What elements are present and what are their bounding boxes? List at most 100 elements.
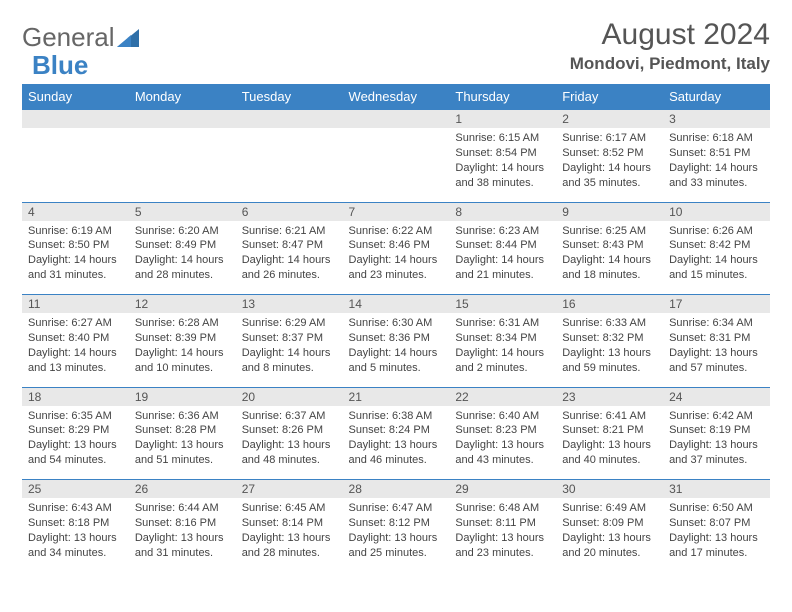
sunset-line: Sunset: 8:47 PM [242,238,337,253]
sunset-line: Sunset: 8:43 PM [562,238,657,253]
logo-triangle-icon [117,29,139,47]
sunset-line: Sunset: 8:40 PM [28,331,123,346]
weekday-header: Monday [129,84,236,110]
day-content-cell: Sunrise: 6:49 AMSunset: 8:09 PMDaylight:… [556,498,663,572]
daylight-line: Daylight: 14 hours and 2 minutes. [455,346,550,376]
sunset-line: Sunset: 8:31 PM [669,331,764,346]
day-content-row: Sunrise: 6:35 AMSunset: 8:29 PM Daylight:… [22,406,770,480]
day-content-cell: Sunrise: 6:20 AMSunset: 8:49 PMDaylight:… [129,221,236,295]
daylight-line: Daylight: 14 hours and 15 minutes. [669,253,764,283]
day-content-cell [236,128,343,202]
daylight-line: Daylight: 14 hours and 21 minutes. [455,253,550,283]
day-content-cell: Sunrise: 6:23 AMSunset: 8:44 PMDaylight:… [449,221,556,295]
day-number-cell [22,110,129,129]
day-content-cell: Sunrise: 6:18 AMSunset: 8:51 PMDaylight:… [663,128,770,202]
sunrise-line: Sunrise: 6:31 AM [455,316,550,331]
sunrise-line: Sunrise: 6:37 AM [242,409,337,424]
day-number-row: 25262728293031 [22,480,770,499]
daylight-line: Daylight: 14 hours and 35 minutes. [562,161,657,191]
sunset-line: Sunset: 8:29 PM [28,423,123,438]
day-number-cell: 30 [556,480,663,499]
day-content-cell [129,128,236,202]
day-number-cell: 7 [343,202,450,221]
day-number-cell: 9 [556,202,663,221]
sunrise-line: Sunrise: 6:34 AM [669,316,764,331]
day-content-cell: Sunrise: 6:37 AMSunset: 8:26 PMDaylight:… [236,406,343,480]
daylight-line: Daylight: 13 hours and 23 minutes. [455,531,550,561]
day-content-cell: Sunrise: 6:30 AMSunset: 8:36 PMDaylight:… [343,313,450,387]
day-content-cell [343,128,450,202]
day-number-cell: 6 [236,202,343,221]
header: General August 2024 Mondovi, Piedmont, I… [22,18,770,74]
calendar-table: SundayMondayTuesdayWednesdayThursdayFrid… [22,84,770,572]
day-number-cell: 19 [129,387,236,406]
daylight-line: Daylight: 13 hours and 46 minutes. [349,438,444,468]
day-content-cell: Sunrise: 6:17 AMSunset: 8:52 PMDaylight:… [556,128,663,202]
day-number-cell: 28 [343,480,450,499]
day-content-cell: Sunrise: 6:19 AMSunset: 8:50 PMDaylight:… [22,221,129,295]
sunrise-line: Sunrise: 6:50 AM [669,501,764,516]
daylight-line: Daylight: 14 hours and 31 minutes. [28,253,123,283]
day-content-cell: Sunrise: 6:45 AMSunset: 8:14 PMDaylight:… [236,498,343,572]
day-content-cell: Sunrise: 6:33 AMSunset: 8:32 PMDaylight:… [556,313,663,387]
sunset-line: Sunset: 8:21 PM [562,423,657,438]
day-number-cell [343,110,450,129]
day-content-cell: Sunrise: 6:41 AMSunset: 8:21 PMDaylight:… [556,406,663,480]
day-content-row: Sunrise: 6:15 AMSunset: 8:54 PMDaylight:… [22,128,770,202]
daylight-line: Daylight: 13 hours and 25 minutes. [349,531,444,561]
sunrise-line: Sunrise: 6:26 AM [669,224,764,239]
daylight-line: Daylight: 13 hours and 17 minutes. [669,531,764,561]
day-content-cell: Sunrise: 6:44 AMSunset: 8:16 PMDaylight:… [129,498,236,572]
day-number-cell [236,110,343,129]
day-number-cell: 23 [556,387,663,406]
day-content-cell: Sunrise: 6:25 AMSunset: 8:43 PMDaylight:… [556,221,663,295]
daylight-line: Daylight: 13 hours and 40 minutes. [562,438,657,468]
day-number-cell: 15 [449,295,556,314]
day-content-cell: Sunrise: 6:28 AMSunset: 8:39 PMDaylight:… [129,313,236,387]
sunset-line: Sunset: 8:37 PM [242,331,337,346]
day-content-row: Sunrise: 6:27 AMSunset: 8:40 PMDaylight:… [22,313,770,387]
sunset-line: Sunset: 8:18 PM [28,516,123,531]
sunset-line: Sunset: 8:50 PM [28,238,123,253]
day-number-cell: 22 [449,387,556,406]
sunset-line: Sunset: 8:51 PM [669,146,764,161]
daylight-line: Daylight: 14 hours and 33 minutes. [669,161,764,191]
day-number-row: 11121314151617 [22,295,770,314]
day-content-row: Sunrise: 6:19 AMSunset: 8:50 PMDaylight:… [22,221,770,295]
day-number-cell: 13 [236,295,343,314]
sunset-line: Sunset: 8:54 PM [455,146,550,161]
sunset-line: Sunset: 8:32 PM [562,331,657,346]
day-number-cell: 20 [236,387,343,406]
sunrise-line: Sunrise: 6:21 AM [242,224,337,239]
day-number-cell: 5 [129,202,236,221]
sunrise-line: Sunrise: 6:45 AM [242,501,337,516]
day-content-cell: Sunrise: 6:50 AMSunset: 8:07 PMDaylight:… [663,498,770,572]
weekday-header: Tuesday [236,84,343,110]
day-content-cell: Sunrise: 6:31 AMSunset: 8:34 PMDaylight:… [449,313,556,387]
sunset-line: Sunset: 8:34 PM [455,331,550,346]
sunset-line: Sunset: 8:52 PM [562,146,657,161]
day-number-cell: 26 [129,480,236,499]
sunrise-line: Sunrise: 6:28 AM [135,316,230,331]
daylight-line: Daylight: 13 hours and 48 minutes. [242,438,337,468]
day-number-cell: 14 [343,295,450,314]
day-number-cell: 10 [663,202,770,221]
daylight-line: Daylight: 13 hours and 20 minutes. [562,531,657,561]
sunrise-line: Sunrise: 6:35 AM [28,409,123,424]
day-number-cell: 18 [22,387,129,406]
sunset-line: Sunset: 8:23 PM [455,423,550,438]
day-content-cell: Sunrise: 6:47 AMSunset: 8:12 PMDaylight:… [343,498,450,572]
sunrise-line: Sunrise: 6:40 AM [455,409,550,424]
sunrise-line: Sunrise: 6:38 AM [349,409,444,424]
sunset-line: Sunset: 8:16 PM [135,516,230,531]
daylight-line: Daylight: 14 hours and 13 minutes. [28,346,123,376]
day-content-cell: Sunrise: 6:27 AMSunset: 8:40 PMDaylight:… [22,313,129,387]
day-content-row: Sunrise: 6:43 AMSunset: 8:18 PMDaylight:… [22,498,770,572]
sunset-line: Sunset: 8:19 PM [669,423,764,438]
day-content-cell: Sunrise: 6:15 AMSunset: 8:54 PMDaylight:… [449,128,556,202]
sunrise-line: Sunrise: 6:23 AM [455,224,550,239]
day-content-cell: Sunrise: 6:43 AMSunset: 8:18 PMDaylight:… [22,498,129,572]
weekday-header: Sunday [22,84,129,110]
day-number-cell: 21 [343,387,450,406]
day-number-cell: 4 [22,202,129,221]
